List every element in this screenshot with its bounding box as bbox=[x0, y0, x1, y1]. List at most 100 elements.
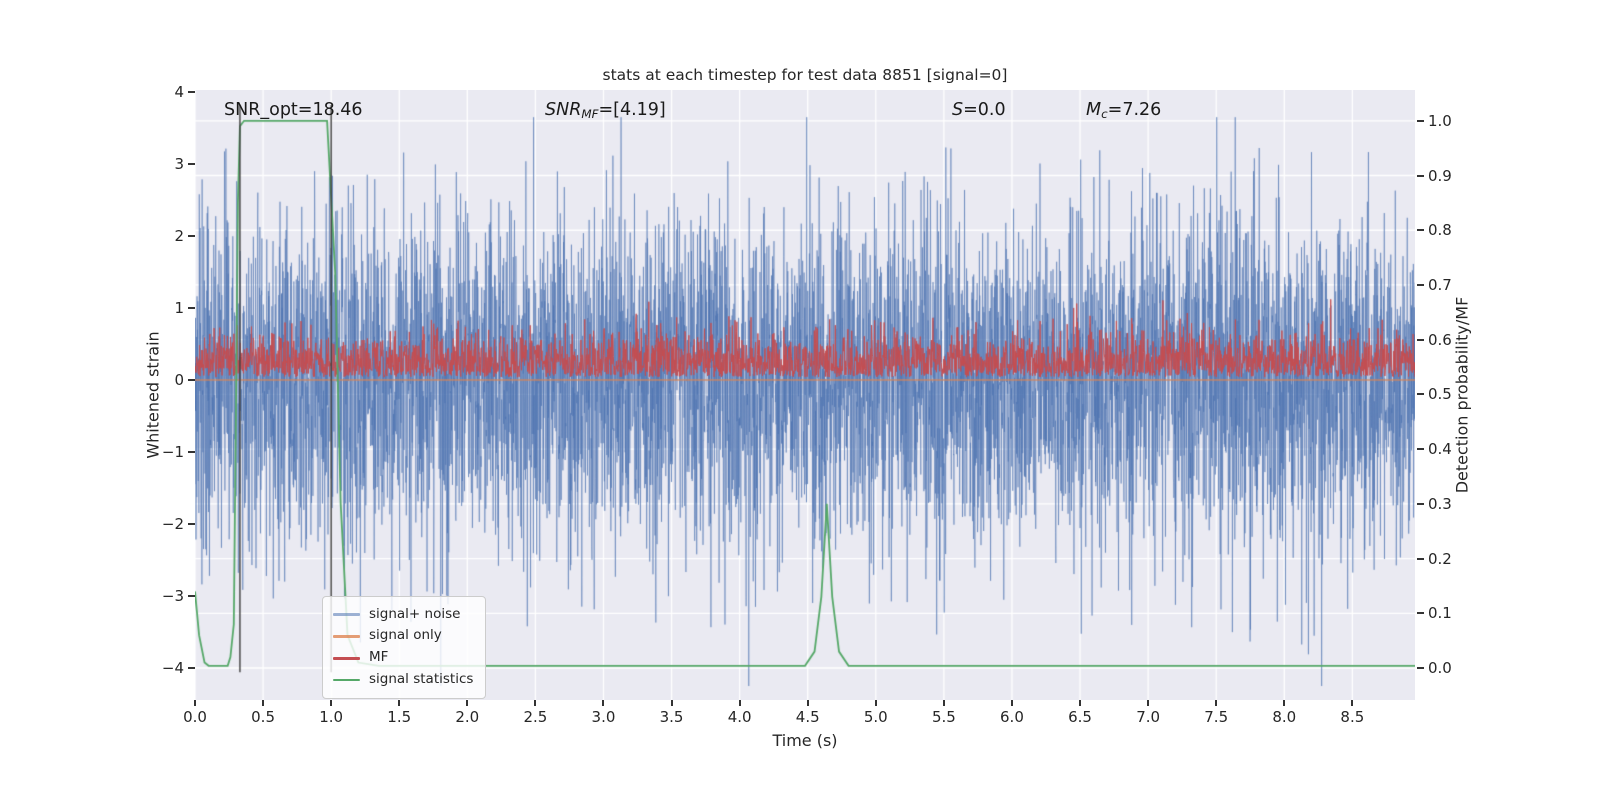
y-left-tick: 4 bbox=[145, 83, 195, 101]
x-tick-label: 5.5 bbox=[931, 708, 956, 726]
plot-area: SNR_opt=18.46 SNRMF=[4.19] S=0.0 Mc=7.26 si… bbox=[195, 90, 1415, 700]
legend-label: MF bbox=[369, 649, 389, 666]
legend: signal+ noise signal only MF signal statist… bbox=[322, 595, 487, 699]
y-left-tick-label: −1 bbox=[161, 443, 184, 461]
y-right-tick: 0.6 bbox=[1417, 331, 1477, 349]
x-tick: 6.5 bbox=[1056, 700, 1104, 726]
annotation-text: MF bbox=[581, 106, 599, 121]
x-tick-label: 8.5 bbox=[1340, 708, 1365, 726]
tick-mark bbox=[398, 700, 401, 706]
y-left-tick-label: −2 bbox=[161, 515, 184, 533]
x-tick: 8.0 bbox=[1260, 700, 1308, 726]
tick-mark bbox=[1417, 557, 1424, 560]
y-left-tick-label: −3 bbox=[161, 587, 184, 605]
annotation-text: S bbox=[952, 100, 964, 120]
tick-mark bbox=[1417, 229, 1424, 232]
x-tick: 7.0 bbox=[1124, 700, 1172, 726]
tick-mark bbox=[806, 700, 809, 706]
annotation-snr-mf: SNRMF=[4.19] bbox=[545, 100, 666, 121]
x-tick-label: 6.0 bbox=[1000, 708, 1024, 726]
annotation-text: =0.0 bbox=[963, 100, 1006, 120]
y-left-tick-label: 3 bbox=[174, 155, 184, 173]
x-axis-label: Time (s) bbox=[772, 731, 838, 750]
tick-mark bbox=[1417, 448, 1424, 451]
tick-mark bbox=[942, 700, 945, 706]
y-right-tick: 0.2 bbox=[1417, 550, 1477, 568]
tick-mark bbox=[262, 700, 265, 706]
x-tick: 6.0 bbox=[988, 700, 1036, 726]
x-tick-label: 1.5 bbox=[387, 708, 412, 726]
x-tick: 1.5 bbox=[375, 700, 423, 726]
y-right-tick: 0.9 bbox=[1417, 167, 1477, 185]
x-tick: 5.5 bbox=[920, 700, 968, 726]
x-tick: 7.5 bbox=[1192, 700, 1240, 726]
y-right-tick-label: 0.3 bbox=[1428, 494, 1452, 513]
legend-item: signal statistics bbox=[333, 669, 473, 691]
x-tick-label: 0.0 bbox=[183, 708, 207, 726]
tick-mark bbox=[670, 700, 673, 706]
legend-swatch bbox=[333, 613, 360, 616]
tick-mark bbox=[1079, 700, 1082, 706]
annotation-mc-value: Mc=7.26 bbox=[1086, 100, 1161, 121]
legend-swatch bbox=[333, 678, 360, 682]
x-tick-label: 2.5 bbox=[523, 708, 548, 726]
x-tick-label: 4.0 bbox=[727, 708, 752, 726]
y-right-tick: 0.0 bbox=[1417, 659, 1477, 677]
annotation-s-value: S=0.0 bbox=[952, 100, 1006, 120]
tick-mark bbox=[1417, 612, 1424, 615]
legend-item: signal only bbox=[333, 625, 473, 647]
x-tick-label: 0.5 bbox=[251, 708, 275, 726]
legend-label: signal+ noise bbox=[369, 605, 461, 622]
y-right-tick: 0.5 bbox=[1417, 385, 1477, 403]
x-tick: 1.0 bbox=[307, 700, 355, 726]
tick-mark bbox=[1417, 338, 1424, 341]
tick-mark bbox=[1417, 667, 1424, 669]
x-tick: 4.0 bbox=[716, 700, 764, 726]
x-tick: 8.5 bbox=[1328, 700, 1376, 726]
y-right-tick-label: 0.8 bbox=[1428, 221, 1452, 240]
annotation-snr-opt: SNR_opt=18.46 bbox=[224, 100, 363, 120]
y-left-tick: 3 bbox=[145, 155, 195, 173]
y-left-tick: −4 bbox=[145, 659, 195, 677]
y-right-tick-label: 0.7 bbox=[1428, 275, 1452, 294]
tick-mark bbox=[188, 379, 195, 381]
legend-label: signal only bbox=[369, 627, 442, 644]
y-right-tick-label: 0.5 bbox=[1428, 385, 1452, 404]
x-tick: 5.0 bbox=[852, 700, 900, 726]
y-left-tick-label: 4 bbox=[174, 83, 184, 101]
y-right-tick-label: 0.2 bbox=[1428, 549, 1452, 568]
y-right-tick: 0.3 bbox=[1417, 495, 1477, 513]
chart-title: stats at each timestep for test data 885… bbox=[602, 66, 1008, 84]
x-tick-label: 6.5 bbox=[1068, 708, 1092, 726]
y-left-tick: 2 bbox=[145, 227, 195, 245]
tick-mark bbox=[1417, 119, 1424, 122]
x-tick-label: 3.0 bbox=[591, 708, 616, 726]
annotation-text: =7.26 bbox=[1107, 100, 1162, 120]
y-axis-left-label: Whitened strain bbox=[143, 331, 163, 459]
tick-mark bbox=[1010, 700, 1013, 706]
x-tick: 4.5 bbox=[784, 700, 832, 726]
tick-mark bbox=[1215, 700, 1218, 706]
x-tick: 2.0 bbox=[443, 700, 491, 726]
x-tick-label: 3.5 bbox=[659, 708, 684, 726]
annotation-text: M bbox=[1086, 100, 1102, 120]
legend-item: signal+ noise bbox=[333, 604, 473, 626]
legend-item: MF bbox=[333, 647, 473, 669]
y-right-tick-label: 0.4 bbox=[1428, 440, 1452, 459]
y-left-tick-label: 0 bbox=[174, 371, 184, 389]
legend-swatch bbox=[333, 656, 360, 660]
x-tick-label: 2.0 bbox=[455, 708, 480, 726]
tick-mark bbox=[738, 700, 741, 706]
tick-mark bbox=[1417, 283, 1424, 286]
tick-mark bbox=[874, 700, 877, 706]
tick-mark bbox=[188, 235, 195, 237]
annotation-text: c bbox=[1101, 106, 1108, 121]
tick-mark bbox=[1417, 174, 1424, 177]
tick-mark bbox=[188, 307, 195, 309]
tick-mark bbox=[188, 667, 195, 669]
tick-mark bbox=[330, 700, 333, 706]
tick-mark bbox=[1147, 700, 1150, 706]
y-left-tick-label: 2 bbox=[174, 227, 184, 245]
tick-mark bbox=[1417, 502, 1424, 505]
